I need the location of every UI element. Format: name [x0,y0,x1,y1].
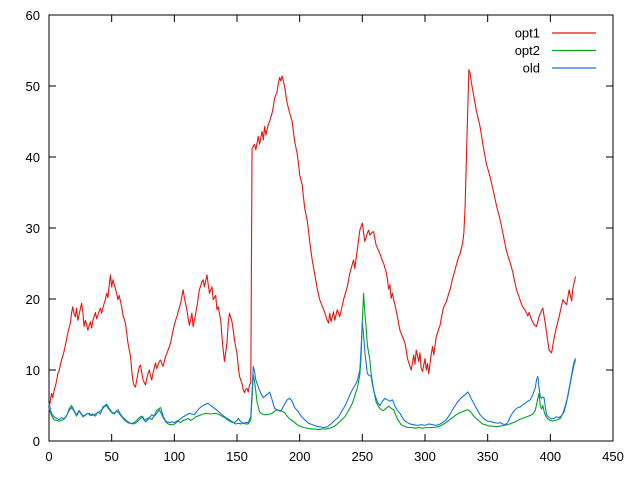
x-axis-tick-label: 150 [226,449,248,464]
x-axis-tick-label: 100 [163,449,185,464]
y-axis-tick-label: 30 [26,221,40,236]
x-axis-tick-label: 50 [104,449,118,464]
series-line-opt2 [48,292,576,431]
series-line-opt1 [48,69,576,411]
legend-label-opt2: opt2 [515,43,540,58]
y-axis-tick-label: 60 [26,8,40,23]
x-axis-tick-label: 200 [289,449,311,464]
legend-label-old: old [523,61,540,76]
plot-border [48,14,614,442]
series-line-old [48,322,576,429]
x-axis-tick-label: 350 [477,449,499,464]
x-axis-tick-label: 450 [602,449,624,464]
x-axis-tick-label: 300 [414,449,436,464]
y-axis-tick-label: 0 [33,434,40,449]
y-axis-tick-label: 50 [26,79,40,94]
x-axis-tick-label: 0 [45,449,52,464]
y-axis-tick-label: 20 [26,292,40,307]
x-axis-tick-label: 250 [351,449,373,464]
y-axis-tick-label: 40 [26,150,40,165]
y-axis-tick-label: 10 [26,363,40,378]
legend-label-opt1: opt1 [515,26,540,41]
x-axis-tick-label: 400 [539,449,561,464]
